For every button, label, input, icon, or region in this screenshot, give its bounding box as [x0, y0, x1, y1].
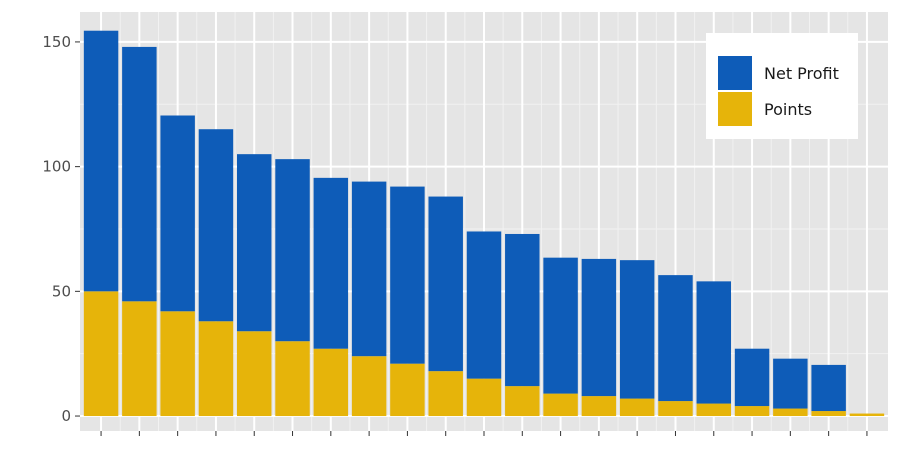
bar-points: [581, 396, 617, 417]
y-tick-label: 0: [61, 407, 71, 425]
bar-net-profit: [619, 260, 655, 399]
legend: Net Profit Points: [706, 33, 858, 139]
bar-net-profit: [83, 30, 119, 292]
bar-net-profit: [390, 186, 425, 364]
bar-points: [351, 356, 387, 417]
bar-net-profit: [734, 348, 770, 407]
bar-net-profit: [505, 233, 540, 387]
bar-points: [428, 371, 463, 417]
legend-label-points: Points: [764, 100, 812, 119]
bar-points: [198, 321, 234, 417]
minor-gridlines: [80, 12, 888, 431]
x-axis: [100, 431, 868, 436]
bar-points: [160, 311, 195, 417]
bar-net-profit: [198, 129, 234, 322]
bar-points: [390, 363, 425, 417]
bar-points: [466, 378, 502, 417]
y-tick-label: 50: [52, 282, 71, 300]
bar-points: [543, 393, 578, 417]
bar-net-profit: [696, 281, 731, 404]
bar-net-profit: [773, 358, 808, 409]
bar-net-profit: [275, 159, 310, 342]
legend-label-net-profit: Net Profit: [764, 64, 839, 83]
bar-points: [811, 411, 846, 417]
legend-swatch-points: [718, 92, 752, 126]
bar-points: [313, 348, 349, 417]
bar-net-profit: [658, 275, 693, 402]
y-axis: 0 50 100 150: [42, 33, 80, 425]
bar-net-profit: [581, 258, 617, 397]
bar-net-profit: [351, 181, 387, 357]
bar-net-profit: [428, 196, 463, 372]
y-tick-label: 150: [42, 33, 71, 51]
bar-points: [505, 386, 540, 417]
legend-swatch-net-profit: [718, 56, 752, 90]
bar-points: [275, 341, 310, 417]
bar-points: [122, 301, 157, 417]
bars-layer: [83, 30, 885, 417]
bar-net-profit: [313, 177, 349, 349]
bar-net-profit: [237, 154, 272, 332]
bar-points: [734, 406, 770, 417]
y-tick-label: 100: [42, 158, 71, 176]
bar-net-profit: [160, 115, 195, 312]
bar-net-profit: [466, 231, 502, 379]
bar-points: [237, 331, 272, 417]
bar-points: [696, 403, 731, 417]
bar-net-profit: [122, 46, 157, 302]
bar-net-profit: [811, 364, 846, 412]
bar-points: [773, 408, 808, 417]
bar-points: [619, 398, 655, 417]
bar-net-profit: [543, 257, 578, 394]
bar-points: [849, 413, 885, 417]
bar-points: [83, 291, 119, 417]
bar-points: [658, 401, 693, 417]
